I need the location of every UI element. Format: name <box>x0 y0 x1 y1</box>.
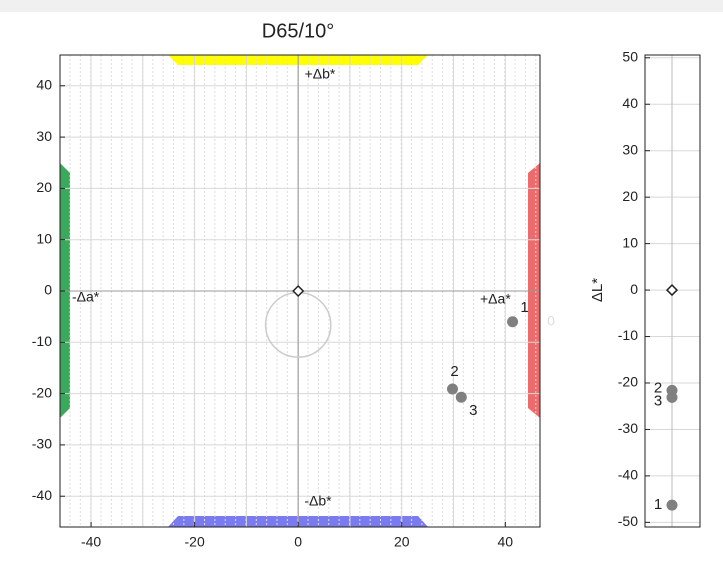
x-tick-label: 0 <box>294 534 302 550</box>
y-tick-label: -50 <box>618 513 638 529</box>
chart-title: D65/10° <box>262 20 335 42</box>
y-tick-label: -10 <box>32 333 52 349</box>
top-bar <box>0 0 723 12</box>
y-tick-label: -30 <box>32 436 52 452</box>
annotation: +Δb* <box>305 66 336 82</box>
y-tick-label: 40 <box>622 95 638 111</box>
x-tick-label: 20 <box>394 534 410 550</box>
point-label: 2 <box>450 363 458 380</box>
y-axis-label: ΔL* <box>589 278 606 302</box>
point-label: 3 <box>469 402 477 419</box>
data-point <box>666 391 678 403</box>
y-tick-label: -20 <box>618 374 638 390</box>
origin-marker <box>292 284 305 298</box>
point-label: 1 <box>520 299 528 316</box>
point-label: 2 <box>654 379 662 396</box>
y-tick-label: -10 <box>618 327 638 343</box>
y-tick-label: 10 <box>622 234 638 250</box>
data-point <box>666 499 678 511</box>
data-point <box>446 383 458 395</box>
y-tick-label: 0 <box>44 282 52 298</box>
origin-marker <box>665 284 679 297</box>
data-point <box>507 316 519 328</box>
y-tick-label: 30 <box>36 128 52 144</box>
point-label: 3 <box>654 392 662 409</box>
y-tick-label: 0 <box>630 281 638 297</box>
y-tick-label: 20 <box>622 188 638 204</box>
y-tick-label: -40 <box>618 467 638 483</box>
y-tick-label: 10 <box>36 230 52 246</box>
x-tick-label: 40 <box>498 534 514 550</box>
y-tick-label: 30 <box>622 141 638 157</box>
x-tick-label: -40 <box>81 534 101 550</box>
annotation: -Δa* <box>72 289 100 305</box>
main-plot: -40 -20 0 20 40-40-30-20-10010203040+Δb*-Δb*… <box>32 54 555 550</box>
y-tick-label: -30 <box>618 420 638 436</box>
y-tick-label: -40 <box>32 487 52 503</box>
annotation: -Δb* <box>304 493 332 509</box>
annotation: 0 <box>547 313 555 329</box>
point-label: 1 <box>654 496 662 513</box>
y-tick-label: -20 <box>32 384 52 400</box>
y-tick-label: 20 <box>36 179 52 195</box>
lightness-plot: -50 -40 -30 -20 -10 0 10 20 30 40 50 ΔL* 1 23 <box>589 48 701 529</box>
annotation: +Δa* <box>480 291 511 307</box>
x-tick-label: -20 <box>185 534 205 550</box>
plot-frame <box>644 54 701 528</box>
y-tick-label: 50 <box>622 48 638 64</box>
y-tick-label: 40 <box>36 76 52 92</box>
data-point <box>455 391 467 403</box>
